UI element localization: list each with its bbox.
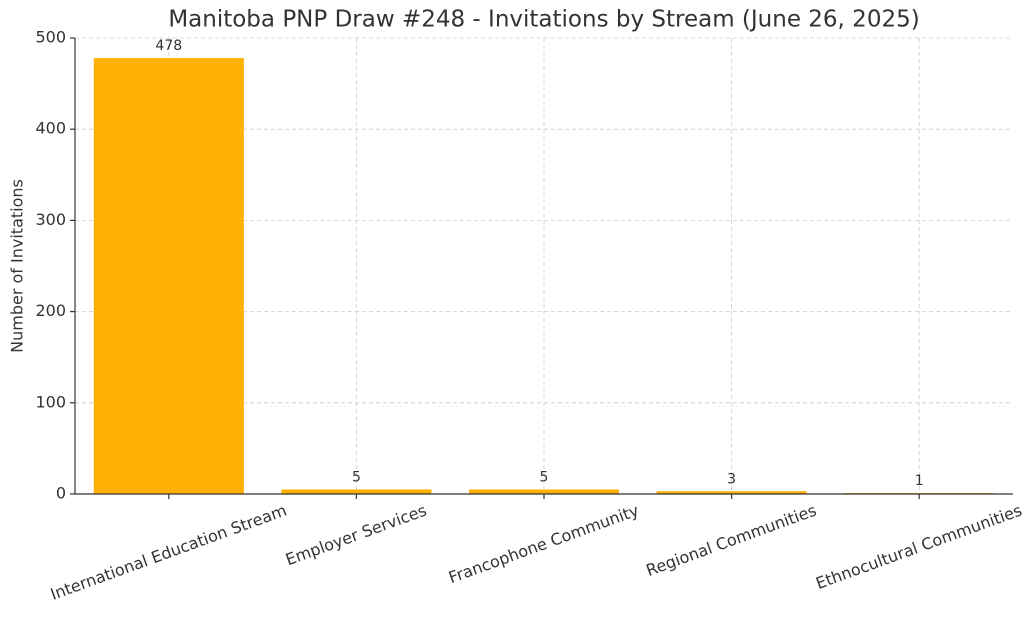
x-tick-label: International Education Stream [48,501,289,604]
x-tick-label: Ethnocultural Communities [813,501,1024,593]
value-label: 5 [352,469,361,485]
bar [93,58,244,495]
value-label: 3 [727,471,736,487]
bar [656,491,807,494]
y-tick-label: 0 [56,484,66,503]
y-tick-label: 200 [35,301,66,320]
y-tick-label: 100 [35,392,66,411]
x-tick-label: Francophone Community [446,501,641,588]
x-tick-label: Regional Communities [643,501,819,580]
bar [281,489,432,494]
value-label: 1 [915,473,924,489]
y-tick-label: 500 [35,28,66,47]
bar [468,489,620,494]
value-label: 5 [540,469,549,485]
y-axis-label: Number of Invitations [8,179,27,353]
chart-title: Manitoba PNP Draw #248 - Invitations by … [168,7,919,33]
value-label: 478 [155,38,182,54]
x-tick-label: Employer Services [283,501,429,570]
y-tick-label: 300 [35,210,66,229]
y-tick-label: 400 [35,119,66,138]
